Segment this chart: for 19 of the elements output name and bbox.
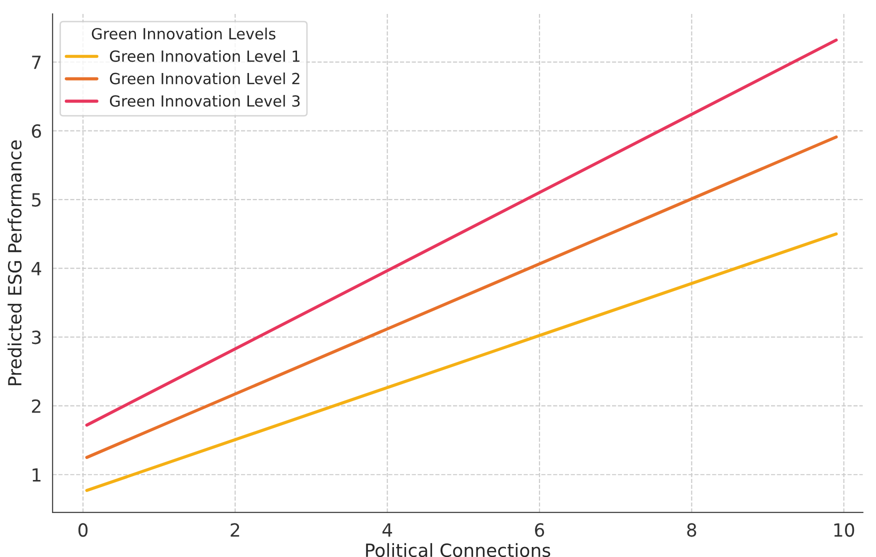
x-tick-label: 10 xyxy=(834,523,854,537)
y-tick-label: 4 xyxy=(32,262,42,276)
x-tick-label: 8 xyxy=(687,523,696,537)
legend-label: Green Innovation Level 2 xyxy=(110,72,300,84)
y-axis-title: Predicted ESG Performance xyxy=(8,140,22,386)
x-tick-label: 4 xyxy=(382,523,392,537)
x-tick-label: 0 xyxy=(78,523,88,537)
y-tick-label: 7 xyxy=(32,56,41,69)
y-tick-label: 1 xyxy=(32,468,40,482)
legend-title: Green Innovation Levels xyxy=(92,28,276,40)
y-tick-label: 3 xyxy=(32,330,41,344)
legend-label: Green Innovation Level 1 xyxy=(110,50,300,62)
legend-label: Green Innovation Level 3 xyxy=(110,94,300,107)
y-tick-label: 5 xyxy=(32,193,41,207)
y-tick-label: 6 xyxy=(32,124,42,138)
x-tick-label: 6 xyxy=(535,523,544,537)
x-axis-title: Political Connections xyxy=(366,543,550,557)
x-tick-label: 2 xyxy=(230,523,240,537)
y-tick-label: 2 xyxy=(32,399,40,413)
